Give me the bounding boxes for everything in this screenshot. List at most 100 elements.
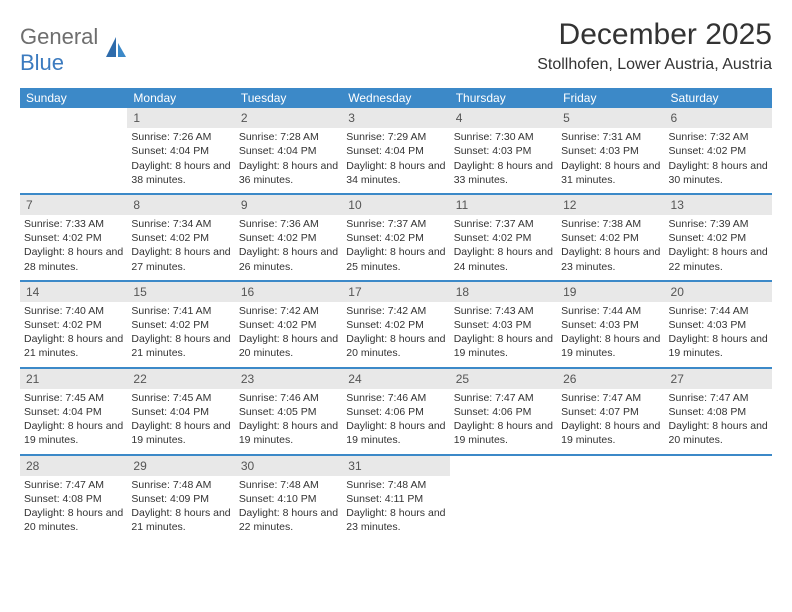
dow-friday: Friday <box>557 88 664 108</box>
sunset-text: Sunset: 4:08 PM <box>669 405 768 419</box>
day-details: Sunrise: 7:36 AMSunset: 4:02 PMDaylight:… <box>235 215 342 280</box>
daylight-text: Daylight: 8 hours and 22 minutes. <box>669 245 768 273</box>
sunset-text: Sunset: 4:04 PM <box>131 405 230 419</box>
calendar-day <box>450 456 557 541</box>
day-number: 1 <box>127 108 234 128</box>
sunset-text: Sunset: 4:04 PM <box>131 144 230 158</box>
sunrise-text: Sunrise: 7:38 AM <box>561 217 660 231</box>
sunset-text: Sunset: 4:02 PM <box>131 231 230 245</box>
daylight-text: Daylight: 8 hours and 21 minutes. <box>24 332 123 360</box>
day-number: 19 <box>557 282 664 302</box>
calendar-day: 17Sunrise: 7:42 AMSunset: 4:02 PMDayligh… <box>342 282 449 367</box>
sunset-text: Sunset: 4:06 PM <box>454 405 553 419</box>
daylight-text: Daylight: 8 hours and 36 minutes. <box>239 159 338 187</box>
day-details: Sunrise: 7:46 AMSunset: 4:05 PMDaylight:… <box>235 389 342 454</box>
calendar-week: 1Sunrise: 7:26 AMSunset: 4:04 PMDaylight… <box>20 108 772 195</box>
calendar-day: 1Sunrise: 7:26 AMSunset: 4:04 PMDaylight… <box>127 108 234 193</box>
calendar-day: 14 Sunrise: 7:40 AMSunset: 4:02 PMDayligh… <box>20 282 127 367</box>
day-number: 7 <box>20 195 127 215</box>
day-number: 12 <box>557 195 664 215</box>
calendar-day: 3Sunrise: 7:29 AMSunset: 4:04 PMDaylight… <box>342 108 449 193</box>
daylight-text: Daylight: 8 hours and 21 minutes. <box>131 332 230 360</box>
day-number <box>557 456 664 460</box>
calendar-day: 2Sunrise: 7:28 AMSunset: 4:04 PMDaylight… <box>235 108 342 193</box>
sunset-text: Sunset: 4:02 PM <box>561 231 660 245</box>
calendar-day: 30Sunrise: 7:48 AMSunset: 4:10 PMDayligh… <box>235 456 342 541</box>
day-details: Sunrise: 7:44 AMSunset: 4:03 PMDaylight:… <box>665 302 772 367</box>
sunrise-text: Sunrise: 7:40 AM <box>24 304 123 318</box>
day-number: 27 <box>665 369 772 389</box>
calendar-day: 24Sunrise: 7:46 AMSunset: 4:06 PMDayligh… <box>342 369 449 454</box>
day-number: 3 <box>342 108 449 128</box>
sunrise-text: Sunrise: 7:47 AM <box>561 391 660 405</box>
day-details: Sunrise: 7:41 AMSunset: 4:02 PMDaylight:… <box>127 302 234 367</box>
calendar-day: 25Sunrise: 7:47 AMSunset: 4:06 PMDayligh… <box>450 369 557 454</box>
calendar-day: 6Sunrise: 7:32 AMSunset: 4:02 PMDaylight… <box>665 108 772 193</box>
day-number <box>450 456 557 460</box>
day-details: Sunrise: 7:47 AMSunset: 4:06 PMDaylight:… <box>450 389 557 454</box>
daylight-text: Daylight: 8 hours and 28 minutes. <box>24 245 123 273</box>
header: General Blue December 2025 Stollhofen, L… <box>20 18 772 76</box>
sunrise-text: Sunrise: 7:42 AM <box>346 304 445 318</box>
sunrise-text: Sunrise: 7:44 AM <box>669 304 768 318</box>
day-number: 14 <box>20 282 127 302</box>
calendar-week: 14Sunrise: 7:40 AMSunset: 4:02 PMDayligh… <box>20 282 772 369</box>
sunrise-text: Sunrise: 7:48 AM <box>346 478 445 492</box>
day-details: Sunrise: 7:26 AMSunset: 4:04 PMDaylight:… <box>127 128 234 193</box>
daylight-text: Daylight: 8 hours and 25 minutes. <box>346 245 445 273</box>
calendar-week: 21Sunrise: 7:45 AMSunset: 4:04 PMDayligh… <box>20 369 772 456</box>
sunrise-text: Sunrise: 7:32 AM <box>669 130 768 144</box>
sunrise-text: Sunrise: 7:47 AM <box>454 391 553 405</box>
day-number <box>20 108 127 112</box>
location-text: Stollhofen, Lower Austria, Austria <box>537 56 772 74</box>
sunrise-text: Sunrise: 7:30 AM <box>454 130 553 144</box>
day-number: 2 <box>235 108 342 128</box>
dow-monday: Monday <box>127 88 234 108</box>
day-details: Sunrise: 7:48 AMSunset: 4:10 PMDaylight:… <box>235 476 342 541</box>
day-number: 6 <box>665 108 772 128</box>
daylight-text: Daylight: 8 hours and 22 minutes. <box>239 506 338 534</box>
sunset-text: Sunset: 4:03 PM <box>561 318 660 332</box>
day-details: Sunrise: 7:38 AMSunset: 4:02 PMDaylight:… <box>557 215 664 280</box>
day-details: Sunrise: 7:47 AMSunset: 4:08 PMDaylight:… <box>20 476 127 541</box>
daylight-text: Daylight: 8 hours and 33 minutes. <box>454 159 553 187</box>
day-details: Sunrise: 7:34 AMSunset: 4:02 PMDaylight:… <box>127 215 234 280</box>
day-details: Sunrise: 7:33 AMSunset: 4:02 PMDaylight:… <box>20 215 127 280</box>
day-details: Sunrise: 7:30 AMSunset: 4:03 PMDaylight:… <box>450 128 557 193</box>
sunset-text: Sunset: 4:02 PM <box>454 231 553 245</box>
calendar-day <box>557 456 664 541</box>
sunrise-text: Sunrise: 7:41 AM <box>131 304 230 318</box>
daylight-text: Daylight: 8 hours and 23 minutes. <box>561 245 660 273</box>
daylight-text: Daylight: 8 hours and 19 minutes. <box>561 332 660 360</box>
page-title: December 2025 <box>537 18 772 52</box>
day-number: 18 <box>450 282 557 302</box>
sunrise-text: Sunrise: 7:42 AM <box>239 304 338 318</box>
sunset-text: Sunset: 4:02 PM <box>24 318 123 332</box>
calendar-day: 27Sunrise: 7:47 AMSunset: 4:08 PMDayligh… <box>665 369 772 454</box>
sunset-text: Sunset: 4:02 PM <box>346 318 445 332</box>
day-details: Sunrise: 7:31 AMSunset: 4:03 PMDaylight:… <box>557 128 664 193</box>
daylight-text: Daylight: 8 hours and 31 minutes. <box>561 159 660 187</box>
day-number: 29 <box>127 456 234 476</box>
day-details: Sunrise: 7:48 AMSunset: 4:11 PMDaylight:… <box>342 476 449 541</box>
sunset-text: Sunset: 4:05 PM <box>239 405 338 419</box>
calendar-day: 5Sunrise: 7:31 AMSunset: 4:03 PMDaylight… <box>557 108 664 193</box>
sunrise-text: Sunrise: 7:37 AM <box>454 217 553 231</box>
calendar-day: 20Sunrise: 7:44 AMSunset: 4:03 PMDayligh… <box>665 282 772 367</box>
day-number: 9 <box>235 195 342 215</box>
calendar-day: 28Sunrise: 7:47 AMSunset: 4:08 PMDayligh… <box>20 456 127 541</box>
calendar-day: 9Sunrise: 7:36 AMSunset: 4:02 PMDaylight… <box>235 195 342 280</box>
sunset-text: Sunset: 4:03 PM <box>561 144 660 158</box>
daylight-text: Daylight: 8 hours and 26 minutes. <box>239 245 338 273</box>
day-number: 24 <box>342 369 449 389</box>
sunrise-text: Sunrise: 7:45 AM <box>131 391 230 405</box>
sunrise-text: Sunrise: 7:46 AM <box>239 391 338 405</box>
day-number: 20 <box>665 282 772 302</box>
day-number: 8 <box>127 195 234 215</box>
sunrise-text: Sunrise: 7:36 AM <box>239 217 338 231</box>
sunset-text: Sunset: 4:02 PM <box>24 231 123 245</box>
day-number: 5 <box>557 108 664 128</box>
day-details: Sunrise: 7:42 AMSunset: 4:02 PMDaylight:… <box>235 302 342 367</box>
sunrise-text: Sunrise: 7:28 AM <box>239 130 338 144</box>
calendar-day: 31Sunrise: 7:48 AMSunset: 4:11 PMDayligh… <box>342 456 449 541</box>
